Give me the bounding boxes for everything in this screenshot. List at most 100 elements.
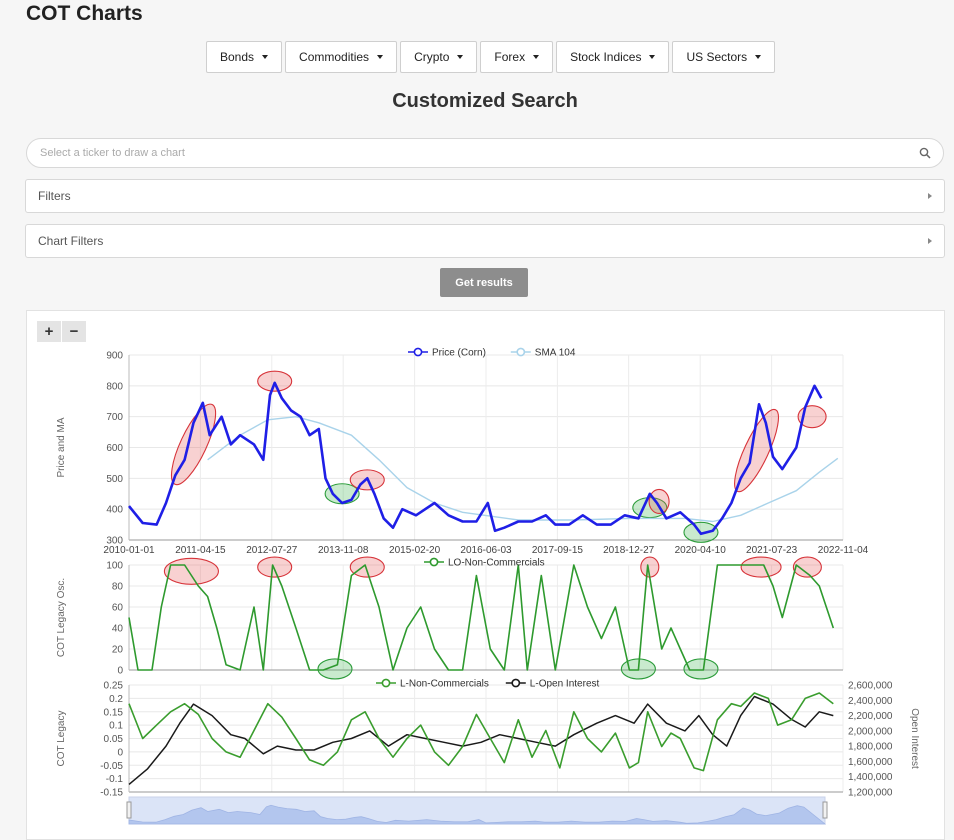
zoom-out-button[interactable]: −	[62, 321, 86, 342]
bearish-marker	[792, 556, 822, 578]
bearish-marker	[163, 557, 219, 585]
y-axis-label: COT Legacy Osc.	[56, 578, 67, 657]
bearish-marker	[170, 403, 217, 486]
y2-axis-label: Open Interest	[909, 708, 920, 769]
bearish-marker	[257, 556, 293, 578]
y-tick-label: 600	[106, 443, 123, 454]
y-tick-label: -0.15	[100, 788, 123, 799]
section-title: Customized Search	[392, 90, 578, 112]
bearish-marker	[349, 556, 385, 578]
y-tick-label: -0.1	[106, 774, 124, 785]
y-tick-label: 300	[106, 536, 123, 547]
series-price-corn	[127, 381, 823, 536]
y-axis-label: Price and MA	[56, 417, 67, 477]
caret-down-icon	[457, 55, 464, 59]
caret-down-icon	[649, 55, 656, 59]
y2-tick-label: 1,200,000	[848, 788, 893, 799]
legend-marker[interactable]	[511, 678, 521, 688]
x-tick-label: 2013-11-08	[318, 545, 369, 556]
nav-label: Bonds	[220, 50, 255, 64]
navigator-handle-left[interactable]	[126, 801, 132, 819]
y2-tick-label: 2,400,000	[848, 696, 893, 707]
legend-label: L-Non-Commercials	[400, 679, 489, 690]
caret-down-icon	[755, 55, 762, 59]
bullish-marker	[683, 658, 719, 680]
series-lo-non-commercials	[128, 564, 835, 671]
get-results-button[interactable]: Get results	[440, 268, 528, 297]
nav-bonds-dropdown[interactable]: Bonds	[206, 41, 283, 73]
series-l-non-commercials	[128, 692, 834, 772]
x-tick-label: 2016-06-03	[460, 545, 512, 556]
legend-label: LO-Non-Commercials	[448, 558, 545, 569]
y-tick-label: 0.25	[104, 681, 124, 692]
y-tick-label: 800	[106, 381, 123, 392]
y-tick-label: -0.05	[100, 761, 123, 772]
chart-filters-label: Chart Filters	[38, 234, 104, 248]
x-tick-label: 2015-02-20	[389, 545, 441, 556]
y-tick-label: 100	[106, 561, 123, 572]
x-tick-label: 2010-01-01	[103, 545, 155, 556]
nav-commodities-dropdown[interactable]: Commodities	[285, 41, 398, 73]
y2-tick-label: 2,200,000	[848, 711, 893, 722]
navigator-series	[128, 804, 827, 825]
legend-label: Price (Corn)	[432, 348, 486, 359]
y2-tick-label: 1,600,000	[848, 757, 893, 768]
nav-stock-indices-dropdown[interactable]: Stock Indices	[556, 41, 670, 73]
nav-label: Forex	[494, 50, 526, 64]
legend-marker[interactable]	[516, 347, 526, 357]
search-icon[interactable]	[915, 143, 935, 163]
y2-tick-label: 1,400,000	[848, 772, 893, 783]
legend-label: L-Open Interest	[530, 679, 600, 690]
y-tick-label: 80	[112, 582, 124, 593]
x-tick-label: 2021-07-23	[746, 545, 798, 556]
y-tick-label: 700	[106, 412, 123, 423]
y-tick-label: 0.05	[104, 734, 124, 745]
nav-us-sectors-dropdown[interactable]: US Sectors	[672, 41, 776, 73]
ticker-search-bar	[26, 138, 944, 168]
y-tick-label: 0.1	[109, 721, 123, 732]
filters-accordion[interactable]: Filters	[25, 179, 945, 213]
x-tick-label: 2017-09-15	[532, 545, 584, 556]
nav-crypto-dropdown[interactable]: Crypto	[400, 41, 478, 73]
x-tick-label: 2012-07-27	[246, 545, 298, 556]
y-tick-label: 20	[112, 645, 124, 656]
caret-down-icon	[262, 55, 269, 59]
bullish-marker	[317, 658, 353, 680]
y-tick-label: 40	[112, 624, 124, 635]
x-tick-label: 2022-11-04	[818, 545, 869, 556]
bearish-marker	[740, 556, 782, 578]
zoom-in-button[interactable]: +	[37, 321, 61, 342]
caret-right-icon	[928, 193, 932, 199]
y2-tick-label: 2,600,000	[848, 681, 893, 692]
y-tick-label: 900	[106, 351, 123, 362]
y2-tick-label: 1,800,000	[848, 742, 893, 753]
chart-filters-accordion[interactable]: Chart Filters	[25, 224, 945, 258]
caret-down-icon	[377, 55, 384, 59]
ticker-search-input[interactable]	[38, 146, 915, 160]
legend-marker[interactable]	[429, 557, 439, 567]
nav-label: Commodities	[299, 50, 370, 64]
y-tick-label: 0	[117, 747, 123, 758]
y2-tick-label: 2,000,000	[848, 726, 893, 737]
series-open-interest	[128, 695, 834, 785]
y-tick-label: 0.2	[109, 694, 123, 705]
legend-marker[interactable]	[413, 347, 423, 357]
app-title: COT Charts	[26, 2, 143, 25]
legend-marker[interactable]	[381, 678, 391, 688]
y-tick-label: 0.15	[104, 707, 124, 718]
y-tick-label: 500	[106, 474, 123, 485]
x-tick-label: 2018-12-27	[603, 545, 655, 556]
caret-right-icon	[928, 238, 932, 244]
nav-forex-dropdown[interactable]: Forex	[480, 41, 554, 73]
y-tick-label: 60	[112, 603, 124, 614]
y-axis-label: COT Legacy	[56, 711, 67, 767]
x-tick-label: 2020-04-10	[675, 545, 727, 556]
nav-label: US Sectors	[686, 50, 748, 64]
legend-label: SMA 104	[535, 348, 576, 359]
filters-label: Filters	[38, 189, 71, 203]
category-nav: Bonds Commodities Crypto Forex Stock Ind…	[206, 41, 776, 73]
y-tick-label: 0	[117, 666, 123, 677]
navigator-handle-right[interactable]	[822, 801, 828, 819]
caret-down-icon	[533, 55, 540, 59]
